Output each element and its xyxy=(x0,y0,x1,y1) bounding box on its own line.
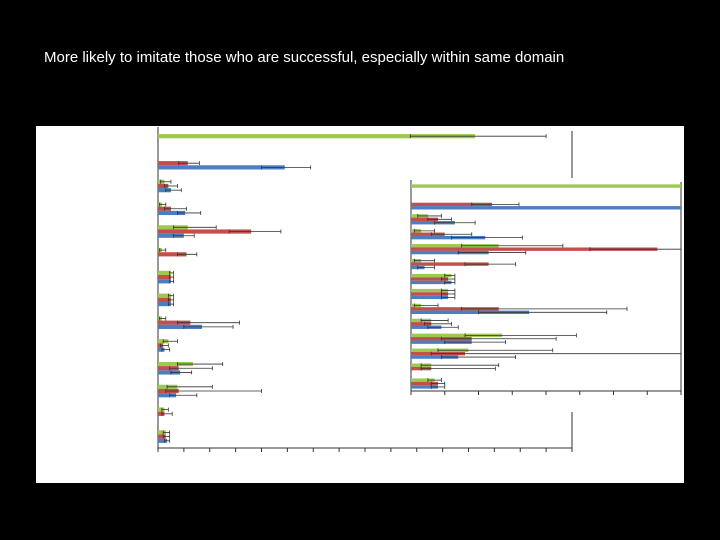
bar-blue xyxy=(411,295,449,300)
bar-red xyxy=(411,381,438,386)
bar-red xyxy=(411,292,449,296)
bar-blue xyxy=(411,310,530,314)
bar-green xyxy=(411,273,452,278)
bar-blue xyxy=(158,210,186,216)
bar-red xyxy=(158,252,187,257)
bar-green xyxy=(158,407,165,412)
bar-red xyxy=(411,202,492,207)
bar-green xyxy=(411,333,503,338)
bar-blue xyxy=(158,324,202,329)
bar-blue xyxy=(411,235,486,240)
bar-green xyxy=(158,430,166,435)
bar-red xyxy=(411,277,449,281)
bar-red xyxy=(411,232,445,236)
bar-red xyxy=(158,275,171,280)
bar-green xyxy=(158,293,171,298)
bar-green xyxy=(158,361,193,367)
bar-blue xyxy=(158,233,184,238)
bar-red xyxy=(158,434,166,439)
bar-red xyxy=(411,262,489,266)
bar-blue xyxy=(158,347,165,352)
bar-green xyxy=(411,288,449,293)
bar-red xyxy=(411,247,658,251)
inset-background xyxy=(282,178,684,412)
bar-blue xyxy=(411,325,442,329)
bar-blue xyxy=(411,340,472,344)
bar-blue xyxy=(411,280,452,285)
figure-panel xyxy=(36,126,684,483)
bar-blue xyxy=(158,301,171,307)
bar-blue xyxy=(158,279,171,284)
bar-red xyxy=(158,183,169,189)
bar-green xyxy=(158,225,188,230)
bar-blue xyxy=(158,188,171,193)
bar-blue xyxy=(158,438,168,443)
bar-blue xyxy=(411,206,681,210)
bar-blue xyxy=(158,370,180,375)
bar-green xyxy=(158,134,475,139)
bar-green xyxy=(411,244,499,248)
bar-blue xyxy=(411,355,459,359)
bar-blue xyxy=(411,221,455,225)
bar-red xyxy=(411,217,438,222)
bar-red xyxy=(158,161,188,166)
bar-red xyxy=(158,229,252,234)
bar-red xyxy=(411,307,499,311)
odds-ratio-charts xyxy=(157,127,684,452)
bar-red xyxy=(158,297,171,302)
bar-blue xyxy=(411,385,438,389)
bar-green xyxy=(158,270,171,276)
bar-green xyxy=(411,378,435,382)
chart-inset xyxy=(282,178,684,412)
bar-blue xyxy=(158,165,285,170)
bar-red xyxy=(158,320,191,325)
slide-title: More likely to imitate those who are suc… xyxy=(44,49,565,66)
bar-red xyxy=(158,411,165,416)
chart-main xyxy=(157,127,573,452)
bar-green xyxy=(411,184,681,188)
bar-red xyxy=(158,366,179,371)
bar-blue xyxy=(411,250,489,255)
bar-red xyxy=(411,322,432,326)
bar-blue xyxy=(158,393,177,398)
